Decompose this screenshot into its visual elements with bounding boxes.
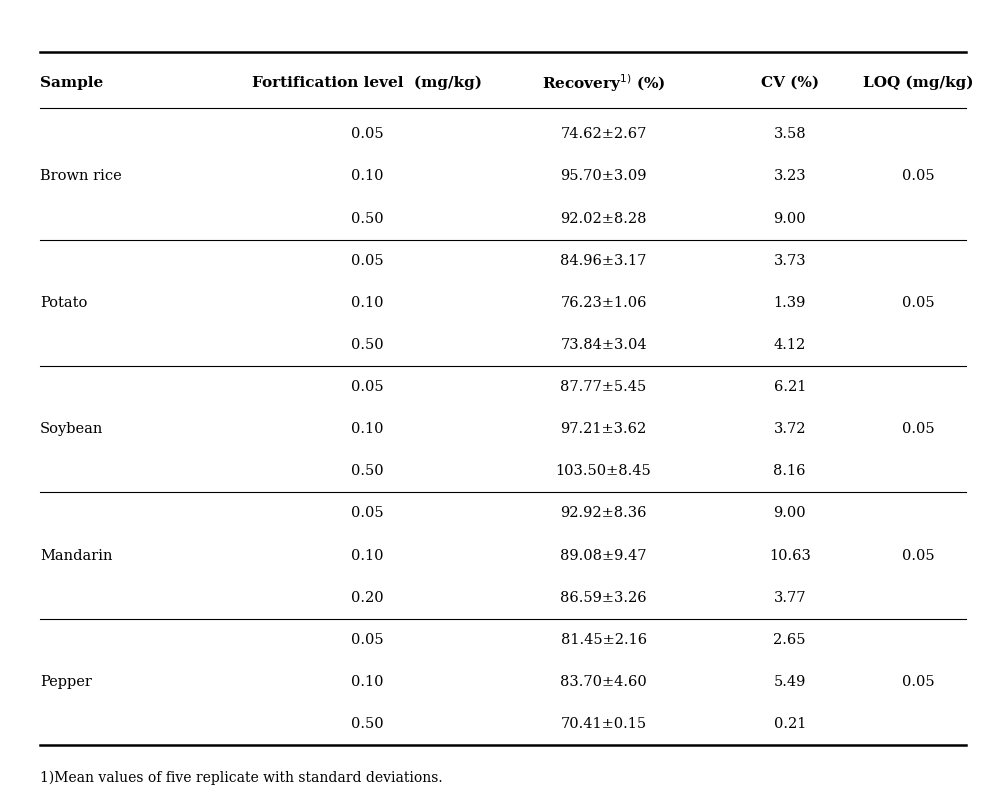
Text: 0.10: 0.10 [351, 548, 383, 563]
Text: 0.10: 0.10 [351, 170, 383, 183]
Text: 9.00: 9.00 [774, 211, 806, 226]
Text: 76.23±1.06: 76.23±1.06 [560, 296, 647, 310]
Text: Fortification level  (mg/kg): Fortification level (mg/kg) [253, 76, 482, 90]
Text: 0.10: 0.10 [351, 675, 383, 689]
Text: Pepper: Pepper [40, 675, 93, 689]
Text: 2.65: 2.65 [774, 633, 806, 647]
Text: 0.05: 0.05 [351, 633, 383, 647]
Text: 0.50: 0.50 [351, 717, 383, 731]
Text: 0.05: 0.05 [351, 253, 383, 268]
Text: 0.50: 0.50 [351, 211, 383, 226]
Text: 0.05: 0.05 [901, 170, 935, 183]
Text: 0.10: 0.10 [351, 296, 383, 310]
Text: 10.63: 10.63 [769, 548, 811, 563]
Text: 81.45±2.16: 81.45±2.16 [560, 633, 647, 647]
Text: 97.21±3.62: 97.21±3.62 [560, 422, 647, 436]
Text: Potato: Potato [40, 296, 88, 310]
Text: 103.50±8.45: 103.50±8.45 [555, 465, 652, 478]
Text: 0.05: 0.05 [351, 506, 383, 520]
Text: 84.96±3.17: 84.96±3.17 [560, 253, 647, 268]
Text: 3.58: 3.58 [774, 128, 806, 141]
Text: 92.02±8.28: 92.02±8.28 [560, 211, 647, 226]
Text: 0.50: 0.50 [351, 338, 383, 352]
Text: 0.05: 0.05 [901, 675, 935, 689]
Text: Brown rice: Brown rice [40, 170, 122, 183]
Text: 0.05: 0.05 [351, 380, 383, 394]
Text: CV (%): CV (%) [761, 76, 819, 90]
Text: 86.59±3.26: 86.59±3.26 [560, 591, 647, 605]
Text: 92.92±8.36: 92.92±8.36 [560, 506, 647, 520]
Text: Mandarin: Mandarin [40, 548, 113, 563]
Text: 83.70±4.60: 83.70±4.60 [560, 675, 647, 689]
Text: 0.05: 0.05 [351, 128, 383, 141]
Text: 0.20: 0.20 [351, 591, 383, 605]
Text: 6.21: 6.21 [774, 380, 806, 394]
Text: 1)Mean values of five replicate with standard deviations.: 1)Mean values of five replicate with sta… [40, 771, 443, 785]
Text: 3.72: 3.72 [774, 422, 806, 436]
Text: 89.08±9.47: 89.08±9.47 [560, 548, 647, 563]
Text: 73.84±3.04: 73.84±3.04 [560, 338, 647, 352]
Text: 9.00: 9.00 [774, 506, 806, 520]
Text: 0.05: 0.05 [901, 422, 935, 436]
Text: 95.70±3.09: 95.70±3.09 [560, 170, 647, 183]
Text: 3.73: 3.73 [774, 253, 806, 268]
Text: 74.62±2.67: 74.62±2.67 [560, 128, 647, 141]
Text: Soybean: Soybean [40, 422, 104, 436]
Text: Sample: Sample [40, 76, 104, 90]
Text: 0.05: 0.05 [901, 548, 935, 563]
Text: 0.05: 0.05 [901, 296, 935, 310]
Text: 3.77: 3.77 [774, 591, 806, 605]
Text: 4.12: 4.12 [774, 338, 806, 352]
Text: Recovery$^{1)}$ (%): Recovery$^{1)}$ (%) [542, 72, 665, 94]
Text: 0.10: 0.10 [351, 422, 383, 436]
Text: 87.77±5.45: 87.77±5.45 [560, 380, 647, 394]
Text: 5.49: 5.49 [774, 675, 806, 689]
Text: 3.23: 3.23 [774, 170, 806, 183]
Text: 0.21: 0.21 [774, 717, 806, 731]
Text: 8.16: 8.16 [774, 465, 806, 478]
Text: 70.41±0.15: 70.41±0.15 [560, 717, 647, 731]
Text: 0.50: 0.50 [351, 465, 383, 478]
Text: LOQ (mg/kg): LOQ (mg/kg) [863, 76, 973, 90]
Text: 1.39: 1.39 [774, 296, 806, 310]
